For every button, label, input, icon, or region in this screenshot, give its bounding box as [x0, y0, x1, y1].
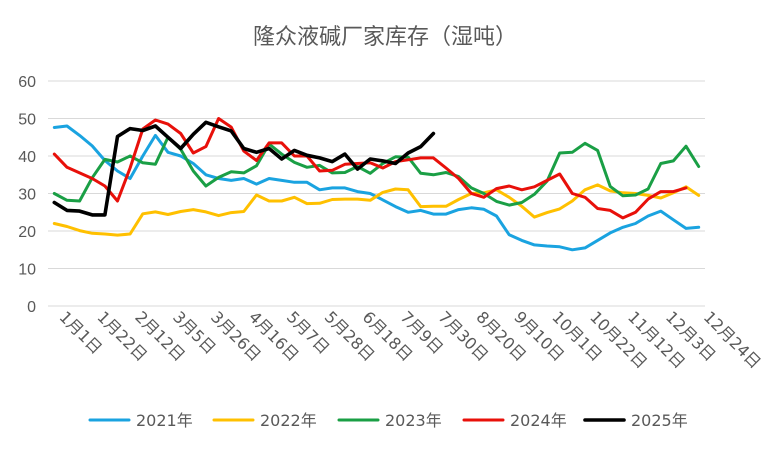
y-tick-label: 20 — [18, 224, 36, 241]
y-tick-label: 50 — [18, 112, 36, 129]
y-tick-label: 30 — [18, 187, 36, 204]
gridlines — [48, 80, 705, 307]
x-axis-ticks: 1月1日1月22日2月12日3月5日3月26日4月16日5月7日5月28日6月1… — [55, 307, 764, 372]
series-line-4 — [52, 120, 436, 217]
legend: 2021年 2022年 2023年 2024年 2025年 — [88, 411, 688, 430]
y-tick-label: 0 — [27, 299, 36, 316]
legend-label: 2023年 — [385, 411, 442, 430]
y-axis-ticks: 0 10 20 30 40 50 60 — [18, 74, 36, 316]
series-line-2 — [52, 135, 701, 207]
legend-label: 2022年 — [260, 411, 317, 430]
legend-label: 2025年 — [631, 411, 688, 430]
y-tick-label: 40 — [18, 149, 36, 166]
y-tick-label: 60 — [18, 74, 36, 91]
series-line-1 — [52, 183, 701, 237]
x-tick-label: 12月24日 — [700, 307, 765, 372]
series-lines — [52, 117, 701, 252]
chart-title: 隆众液碱厂家库存（湿吨） — [253, 25, 517, 50]
series-line-3 — [52, 117, 688, 220]
legend-label: 2024年 — [510, 411, 567, 430]
y-tick-label: 10 — [18, 262, 36, 279]
legend-label: 2021年 — [136, 411, 193, 430]
